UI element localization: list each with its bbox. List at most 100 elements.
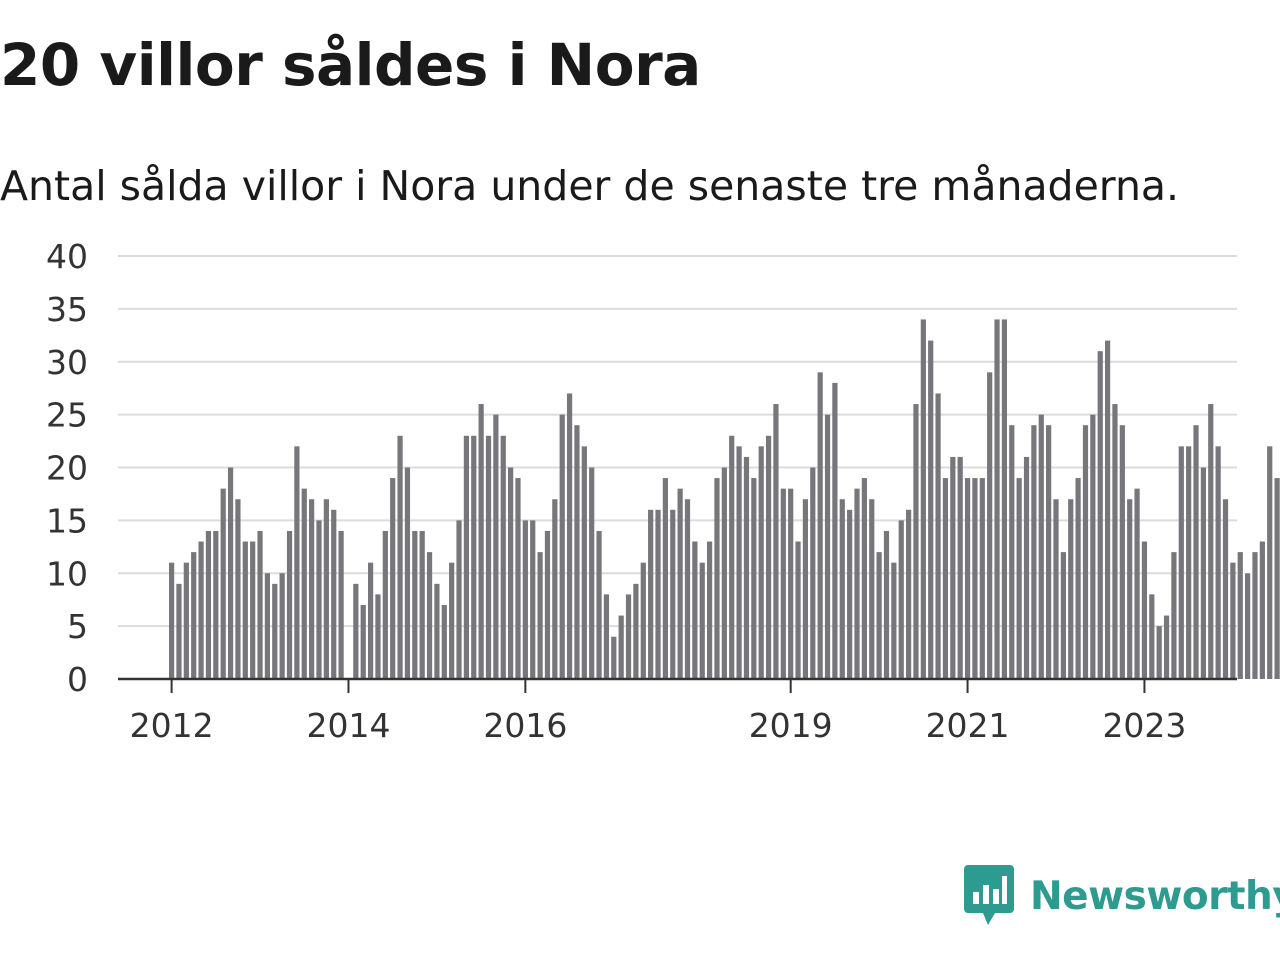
bar — [707, 541, 713, 679]
bar-chart: 0 5 10 15 20 25 30 35 40 2012 2014 2016 2019 2021 202… — [46, 237, 1280, 745]
bar — [780, 488, 786, 679]
y-tick-label: 10 — [46, 554, 88, 593]
bar — [323, 499, 329, 679]
bar — [279, 573, 285, 679]
bar — [1245, 573, 1251, 679]
bar — [964, 478, 971, 679]
bar — [942, 478, 949, 679]
bar — [1053, 499, 1059, 679]
bar — [1031, 425, 1037, 679]
bar — [1141, 541, 1148, 679]
bar — [699, 562, 705, 679]
bar — [264, 573, 271, 679]
bar — [426, 552, 433, 679]
bar — [485, 435, 492, 679]
bar — [552, 499, 558, 679]
x-tick-label: 2012 — [130, 706, 214, 745]
bar — [1178, 446, 1184, 679]
bar — [839, 499, 845, 679]
bar — [950, 456, 956, 679]
bar — [1252, 552, 1258, 679]
bar — [994, 319, 1000, 679]
bar — [1127, 499, 1133, 679]
bar — [1097, 351, 1103, 679]
bar — [743, 456, 750, 679]
bar — [272, 583, 278, 679]
bar — [1068, 499, 1074, 679]
bar — [257, 530, 263, 679]
bar — [1200, 467, 1206, 679]
bar — [530, 520, 536, 680]
bar — [802, 499, 809, 679]
bar — [1186, 446, 1192, 679]
bar — [1274, 478, 1280, 679]
bar — [419, 530, 425, 679]
bar — [773, 404, 779, 679]
bar — [920, 319, 926, 679]
y-tick-label: 20 — [46, 449, 88, 488]
y-tick-label: 5 — [67, 607, 88, 646]
bar — [625, 594, 632, 679]
x-tick-label: 2023 — [1102, 706, 1186, 745]
bar — [810, 467, 816, 679]
bar — [1104, 340, 1111, 679]
bar — [662, 478, 668, 679]
bar — [618, 615, 624, 679]
bar — [1193, 425, 1199, 679]
bar — [338, 530, 344, 679]
bar — [441, 604, 447, 679]
bar — [198, 541, 204, 679]
bar — [721, 467, 727, 679]
bar — [367, 562, 374, 679]
bar — [589, 467, 595, 679]
bar — [891, 562, 897, 679]
bar — [404, 467, 411, 679]
bar — [935, 393, 941, 679]
chart-subtitle: Antal sålda villor i Nora under de senas… — [0, 162, 1180, 210]
bar — [515, 478, 521, 679]
bar — [1215, 446, 1221, 679]
bar — [795, 541, 801, 679]
bar — [876, 552, 882, 679]
bar — [235, 499, 241, 679]
bar — [1149, 594, 1155, 679]
bar — [1023, 456, 1030, 679]
bar — [183, 562, 189, 679]
bar — [648, 509, 654, 679]
bar — [493, 414, 499, 680]
bars — [169, 319, 1280, 680]
y-tick-label: 35 — [46, 290, 88, 329]
bar — [544, 530, 551, 679]
bar — [817, 372, 823, 679]
x-tick-label: 2021 — [926, 706, 1010, 745]
bar — [692, 541, 698, 679]
bar — [176, 583, 182, 679]
bar — [861, 478, 867, 679]
x-tick-label: 2016 — [483, 706, 567, 745]
y-axis-labels: 0 5 10 15 20 25 30 35 40 — [46, 237, 88, 699]
bar — [670, 509, 676, 679]
bar — [316, 520, 322, 680]
bar — [987, 372, 993, 679]
bar — [1156, 626, 1162, 680]
bar — [677, 488, 683, 679]
bar — [205, 530, 212, 679]
bar — [449, 562, 455, 679]
newsworthy-logo-icon — [964, 865, 1014, 925]
bar — [250, 541, 256, 679]
bar — [1119, 425, 1125, 679]
bar — [928, 340, 934, 679]
bar — [1046, 425, 1052, 679]
bar — [382, 530, 388, 679]
bar — [1171, 552, 1177, 679]
y-tick-label: 15 — [46, 501, 88, 540]
bar — [913, 404, 919, 679]
bar — [751, 478, 757, 679]
bar — [1082, 425, 1089, 679]
bar — [331, 509, 337, 679]
bar — [294, 446, 300, 679]
bar — [847, 509, 853, 679]
chart-title: 20 villor såldes i Nora — [0, 31, 701, 99]
bar — [1230, 562, 1236, 679]
bar — [640, 562, 646, 679]
